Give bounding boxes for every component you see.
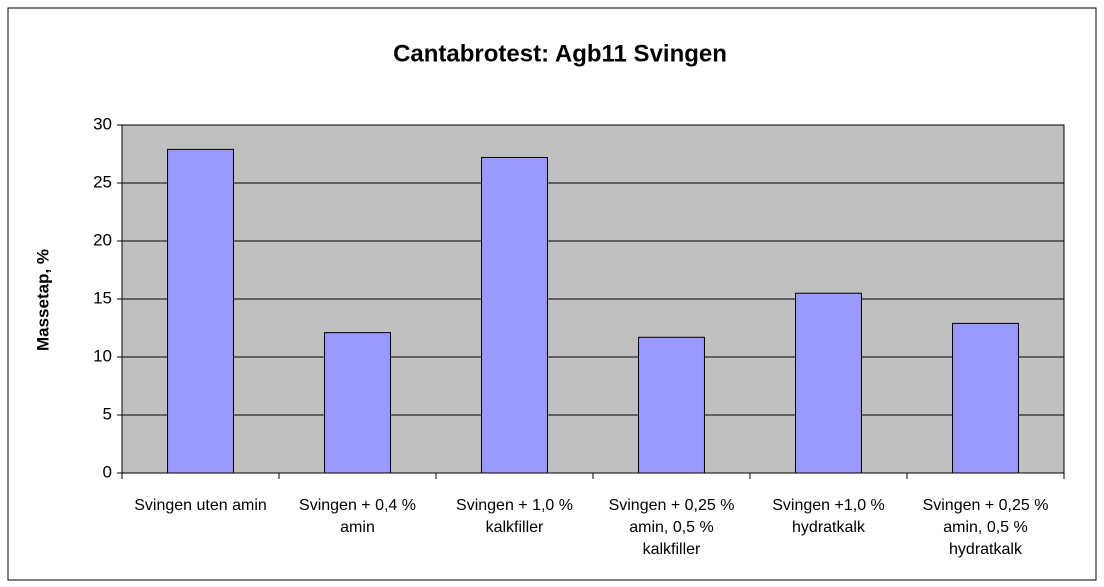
x-tick-label: Svingen + 0,25 % amin, 0,5 % hydratkalk [922, 497, 1049, 558]
x-tick-label: Svingen uten amin [134, 497, 267, 514]
y-tick-label: 20 [93, 230, 112, 249]
bar [795, 292, 862, 474]
bar [638, 336, 705, 474]
y-tick-label: 25 [93, 172, 112, 191]
y-tick-label: 0 [103, 462, 112, 481]
bar [481, 156, 548, 474]
x-tick-label: Svingen + 1,0 % kalkfiller [456, 497, 573, 536]
bar [952, 322, 1019, 474]
x-tick-label: Svingen +1,0 % hydratkalk [772, 497, 885, 536]
bar [167, 148, 234, 474]
bar [324, 332, 391, 474]
y-tick-label: 30 [93, 114, 112, 133]
x-tick-label: Svingen + 0,25 % amin, 0,5 % kalkfiller [608, 497, 735, 558]
y-tick-label: 15 [93, 288, 112, 307]
y-tick-label: 5 [103, 404, 112, 423]
y-tick-label: 10 [93, 346, 112, 365]
chart-title: Cantabrotest: Agb11 Svingen [393, 40, 727, 67]
x-tick-label: Svingen + 0,4 % amin [299, 497, 416, 536]
y-axis-label: Massetap, % [33, 249, 52, 351]
